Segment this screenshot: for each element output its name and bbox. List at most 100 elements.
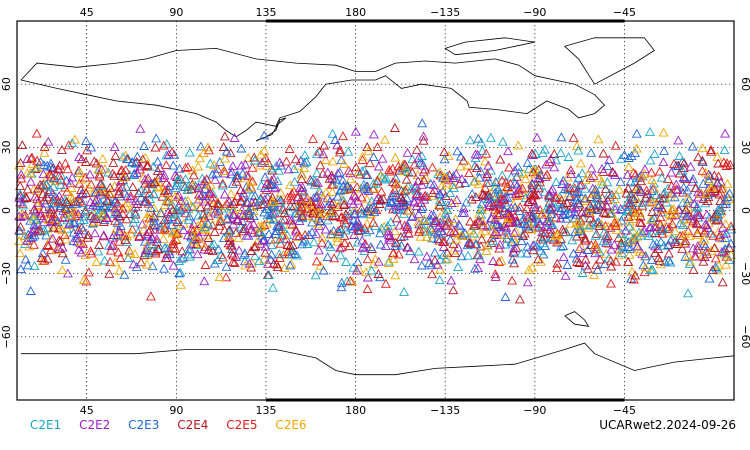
occultation-marker [701, 220, 712, 230]
occultation-marker [265, 209, 276, 219]
occultation-marker [149, 177, 160, 187]
occultation-marker [170, 170, 181, 180]
occultation-marker [362, 272, 373, 282]
occultation-marker [647, 264, 658, 274]
occultation-marker [497, 175, 508, 185]
occultation-marker [583, 222, 594, 232]
occultation-marker [315, 216, 326, 226]
occultation-marker [700, 219, 711, 229]
occultation-marker [623, 256, 634, 266]
occultation-marker [630, 169, 641, 179]
occultation-marker [629, 203, 640, 213]
coastline [444, 37, 535, 56]
occultation-marker [580, 233, 590, 243]
occultation-marker [237, 168, 248, 178]
occultation-marker [193, 161, 204, 171]
occultation-marker [680, 238, 691, 248]
occultation-marker [635, 230, 646, 240]
occultation-marker [388, 177, 398, 187]
axis-labels: 45 90 135 180 −135 −90 −45 45 90 135 180 −135 −90 −45… [0, 6, 750, 417]
occultation-marker [507, 275, 518, 285]
occultation-marker [586, 163, 597, 173]
occultation-marker [703, 175, 714, 185]
occultation-marker [209, 239, 219, 249]
occultation-marker [120, 165, 131, 175]
occultation-marker [210, 174, 221, 184]
occultation-marker [91, 187, 102, 197]
occultation-marker [159, 242, 170, 252]
coastline [16, 342, 735, 401]
occultation-marker [299, 158, 310, 168]
occultation-marker [609, 193, 620, 203]
occultation-marker [78, 214, 89, 224]
occultation-marker [221, 261, 232, 271]
occultation-marker [439, 219, 450, 229]
occultation-marker [29, 260, 40, 270]
occultation-marker [582, 263, 593, 273]
occultation-marker [302, 238, 313, 248]
occultation-marker [544, 192, 555, 202]
occultation-marker [466, 231, 477, 241]
occultation-marker [265, 180, 276, 190]
coastline [563, 37, 655, 85]
occultation-marker [558, 252, 569, 262]
occultation-marker [85, 169, 95, 179]
occultation-marker [705, 146, 716, 156]
occultation-marker [480, 156, 491, 166]
occultation-marker [592, 193, 603, 203]
occultation-marker [147, 179, 158, 189]
occultation-marker [717, 277, 728, 287]
occultation-marker [335, 144, 345, 154]
occultation-marker [429, 247, 440, 257]
occultation-marker [535, 245, 546, 255]
occultation-marker [356, 203, 367, 213]
occultation-marker [674, 150, 685, 160]
occultation-marker [556, 132, 567, 142]
occultation-marker [275, 196, 286, 206]
occultation-marker [523, 223, 534, 233]
occultation-marker [232, 215, 243, 225]
occultation-marker [709, 170, 720, 180]
occultation-marker [217, 178, 228, 188]
occultation-marker [562, 198, 573, 208]
occultation-marker [273, 198, 284, 208]
occultation-marker [330, 135, 341, 144]
occultation-marker [239, 173, 250, 183]
occultation-marker [322, 167, 333, 177]
occultation-marker [692, 244, 703, 254]
occultation-marker [224, 196, 235, 206]
occultation-marker [473, 133, 484, 143]
occultation-marker [178, 252, 189, 262]
occultation-marker [475, 217, 486, 227]
occultation-marker [352, 195, 363, 205]
occultation-marker [347, 276, 358, 286]
occultation-marker [145, 291, 156, 301]
occultation-marker [221, 198, 232, 208]
occultation-marker [302, 193, 313, 203]
occultation-marker [267, 192, 278, 202]
occultation-marker [35, 211, 46, 221]
occultation-marker [682, 193, 693, 203]
occultation-marker [327, 229, 338, 239]
occultation-marker [210, 207, 221, 217]
occultation-marker [86, 248, 97, 258]
occultation-marker [264, 270, 274, 280]
occultation-marker [336, 155, 347, 165]
legend-item-c2e4: C2E4 [177, 418, 209, 432]
occultation-marker [294, 182, 305, 192]
occultation-marker [203, 233, 214, 242]
occultation-marker [327, 186, 338, 196]
occultation-marker [392, 179, 403, 189]
occultation-marker [285, 260, 296, 270]
occultation-marker [134, 230, 145, 240]
occultation-marker [159, 215, 170, 225]
occultation-marker [490, 269, 501, 279]
occultation-marker [387, 197, 398, 207]
occultation-marker [718, 157, 729, 167]
occultation-marker [614, 184, 625, 194]
occultation-marker [203, 244, 214, 254]
occultation-marker [650, 247, 660, 257]
bottom-lon-label: −90 [523, 404, 546, 417]
occultation-marker [326, 205, 336, 215]
occultation-marker [189, 179, 200, 189]
